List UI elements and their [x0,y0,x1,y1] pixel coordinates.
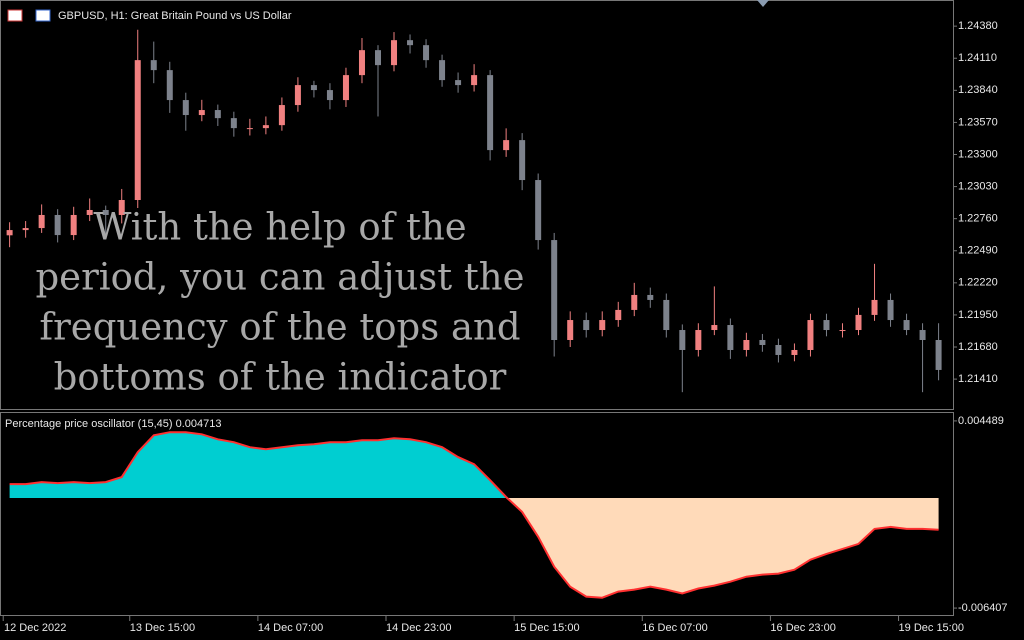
x-tick-label: 14 Dec 07:00 [258,622,323,634]
candle-body [759,340,766,345]
candle-body [102,209,109,215]
y-tick-label: 1.21680 [958,341,998,353]
candle-body [6,230,13,236]
y-tick-label: 1.21950 [958,309,998,321]
candle-body [70,214,77,236]
y-tick-label: 1.22490 [958,245,998,257]
candle-body [743,340,750,350]
candle-body [599,320,606,331]
candle-body [487,75,494,151]
y-tick-label: -0.006407 [958,602,1008,614]
x-tick-label: 15 Dec 15:00 [514,622,579,634]
candle-body [342,75,349,101]
annotation: With the help of the [93,206,466,249]
y-tick-label: 1.22220 [958,277,998,289]
candle-body [871,299,878,315]
candle-body [38,214,45,229]
candle-body [86,209,93,215]
candle-body [791,349,798,355]
candle-body [407,40,414,46]
y-tick-label: 1.23840 [958,84,998,96]
candle-body [551,240,558,341]
y-tick-label: 1.23570 [958,116,998,128]
x-tick-label: 16 Dec 23:00 [770,622,835,634]
y-tick-label: 1.24110 [958,52,997,64]
candle-body [246,128,253,130]
candle-body [775,344,782,355]
candle-body [471,75,478,86]
candle-body [230,118,237,129]
candle-body [262,125,269,129]
candle-body [423,45,430,61]
candle-body [647,294,654,300]
candle-body [807,320,814,350]
oscillator-pane [0,412,954,616]
candle-body [166,70,173,101]
candle-body [294,85,301,106]
y-tick-label: 1.21410 [958,373,998,385]
positive-area [9,432,508,499]
oscillator-line [9,431,939,599]
y-tick-label: 1.22760 [958,213,998,225]
y-tick-label: 1.24380 [958,20,998,32]
candle-body [278,105,285,126]
candle-body [567,320,574,341]
candle-body [22,228,29,231]
candle-body [391,40,398,66]
candle-body [839,330,846,332]
x-tick-label: 12 Dec 2022 [4,622,66,634]
candle-body [374,50,381,66]
candle-body [903,320,910,331]
x-tick-label: 16 Dec 07:00 [642,622,707,634]
annotation: bottoms of the indicator [54,356,507,399]
candle-body [919,330,926,341]
chart-title: GBPUSD, H1: Great Britain Pound vs US Do… [58,10,292,22]
candle-body [519,140,526,181]
candle-body [358,50,365,76]
negative-area [9,498,939,598]
shift-marker [757,0,769,7]
candle-body [711,325,718,331]
y-tick-label: 0.004489 [958,415,1004,427]
annotation: frequency of the tops and [39,306,520,349]
x-tick-label: 19 Dec 15:00 [899,622,964,634]
candle-body [631,294,638,310]
candle-body [663,299,670,331]
x-tick-label: 13 Dec 15:00 [130,622,195,634]
candle-body [535,180,542,241]
candle-body [150,60,157,71]
candle-body [887,299,894,321]
y-tick-label: 1.23300 [958,148,998,160]
x-tick-label: 14 Dec 23:00 [386,622,451,634]
annotation: period, you can adjust the [36,256,525,299]
y-tick-label: 1.23030 [958,180,998,192]
candle-body [310,85,317,91]
candle-body [823,320,830,331]
candle-body [503,140,510,151]
candle-body [935,340,942,370]
candle-body [54,214,61,236]
candle-body [134,60,141,201]
candle-body [118,200,125,215]
candle-body [455,80,462,86]
candle-body [615,309,622,321]
candle-body [695,330,702,350]
candle-body [855,314,862,331]
price-pane [0,0,954,410]
candle-body [198,110,205,116]
candle-body [583,320,590,331]
candle-body [727,325,734,350]
indicator-title: Percentage price oscillator (15,45) 0.00… [5,418,221,430]
candle-body [439,60,446,81]
candle-body [182,100,189,116]
symbol-icons [7,9,51,22]
candle-body [214,110,221,119]
candle-body [679,330,686,350]
candle-body [326,90,333,101]
